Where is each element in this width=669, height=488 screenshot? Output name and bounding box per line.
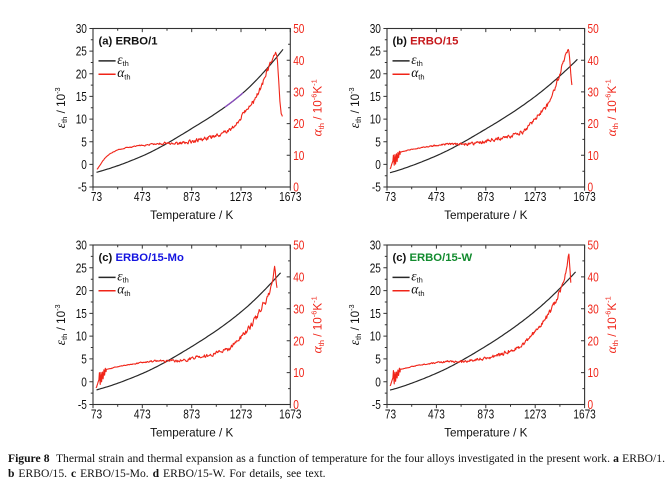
svg-text:30: 30 [76, 22, 87, 36]
svg-text:Temperature / K: Temperature / K [150, 209, 233, 222]
svg-text:-5: -5 [78, 181, 87, 195]
svg-text:873: 873 [183, 408, 200, 422]
svg-text:1673: 1673 [573, 408, 595, 422]
svg-text:5: 5 [375, 135, 381, 149]
svg-text:20: 20 [76, 67, 87, 81]
svg-text:εth / 10-3: εth / 10-3 [347, 87, 363, 128]
svg-text:20: 20 [293, 334, 304, 348]
svg-text:(c) ERBO/15-Mo: (c) ERBO/15-Mo [99, 252, 184, 264]
svg-text:25: 25 [370, 261, 381, 275]
svg-text:73: 73 [91, 408, 102, 422]
svg-text:-5: -5 [372, 398, 381, 412]
svg-text:873: 873 [477, 408, 494, 422]
svg-text:15: 15 [370, 90, 381, 104]
svg-text:1673: 1673 [279, 190, 301, 204]
svg-text:30: 30 [588, 86, 599, 100]
svg-text:10: 10 [588, 366, 599, 380]
svg-text:εth: εth [411, 268, 423, 284]
svg-text:0: 0 [81, 158, 87, 172]
svg-text:25: 25 [76, 45, 87, 59]
svg-text:(b) ERBO/15: (b) ERBO/15 [393, 35, 459, 47]
svg-text:αth / 10-6K-1: αth / 10-6K-1 [604, 79, 620, 136]
svg-text:1273: 1273 [230, 190, 252, 204]
svg-text:εth: εth [117, 268, 129, 284]
svg-text:0: 0 [293, 181, 299, 195]
svg-text:15: 15 [370, 307, 381, 321]
svg-text:εth / 10-3: εth / 10-3 [347, 304, 363, 345]
svg-text:αth / 10-6K-1: αth / 10-6K-1 [309, 296, 325, 353]
svg-text:Temperature / K: Temperature / K [444, 426, 527, 439]
svg-text:50: 50 [293, 22, 304, 36]
svg-text:473: 473 [134, 190, 151, 204]
svg-text:αth / 10-6K-1: αth / 10-6K-1 [309, 79, 325, 136]
svg-text:50: 50 [588, 239, 599, 253]
svg-text:25: 25 [76, 261, 87, 275]
svg-text:0: 0 [81, 375, 87, 389]
svg-text:0: 0 [588, 181, 594, 195]
svg-text:0: 0 [375, 375, 381, 389]
svg-text:10: 10 [76, 330, 87, 344]
svg-text:5: 5 [81, 353, 87, 367]
svg-text:-5: -5 [78, 398, 87, 412]
svg-text:30: 30 [588, 302, 599, 316]
svg-text:40: 40 [588, 54, 599, 68]
svg-text:30: 30 [370, 22, 381, 36]
svg-text:20: 20 [588, 334, 599, 348]
svg-text:15: 15 [76, 90, 87, 104]
svg-text:εth: εth [117, 52, 129, 68]
svg-text:1673: 1673 [573, 190, 595, 204]
svg-text:73: 73 [91, 190, 102, 204]
svg-text:20: 20 [588, 117, 599, 131]
svg-text:εth / 10-3: εth / 10-3 [53, 304, 69, 345]
svg-text:30: 30 [293, 86, 304, 100]
svg-text:473: 473 [134, 408, 151, 422]
svg-text:0: 0 [375, 158, 381, 172]
svg-text:20: 20 [370, 67, 381, 81]
svg-text:εth / 10-3: εth / 10-3 [53, 87, 69, 128]
svg-text:αth / 10-6K-1: αth / 10-6K-1 [604, 296, 620, 353]
svg-text:40: 40 [293, 54, 304, 68]
svg-text:-5: -5 [372, 181, 381, 195]
svg-text:873: 873 [477, 190, 494, 204]
svg-text:1673: 1673 [279, 408, 301, 422]
svg-text:Temperature / K: Temperature / K [444, 209, 527, 222]
svg-text:1273: 1273 [230, 408, 252, 422]
svg-text:5: 5 [81, 135, 87, 149]
svg-text:(c) ERBO/15-W: (c) ERBO/15-W [393, 252, 473, 264]
svg-text:20: 20 [76, 284, 87, 298]
svg-text:25: 25 [370, 45, 381, 59]
svg-text:30: 30 [370, 239, 381, 253]
svg-text:10: 10 [370, 330, 381, 344]
svg-text:30: 30 [293, 302, 304, 316]
svg-text:50: 50 [588, 22, 599, 36]
svg-text:73: 73 [385, 190, 396, 204]
svg-text:0: 0 [293, 398, 299, 412]
svg-text:20: 20 [370, 284, 381, 298]
svg-text:(a) ERBO/1: (a) ERBO/1 [99, 35, 158, 47]
svg-text:1273: 1273 [524, 408, 546, 422]
svg-text:10: 10 [293, 366, 304, 380]
svg-text:5: 5 [375, 353, 381, 367]
svg-text:0: 0 [588, 398, 594, 412]
svg-text:20: 20 [293, 117, 304, 131]
svg-text:473: 473 [428, 408, 445, 422]
svg-text:15: 15 [76, 307, 87, 321]
svg-text:73: 73 [385, 408, 396, 422]
svg-text:Temperature / K: Temperature / K [150, 426, 233, 439]
svg-text:10: 10 [370, 113, 381, 127]
svg-text:10: 10 [588, 149, 599, 163]
svg-text:873: 873 [183, 190, 200, 204]
svg-text:1273: 1273 [524, 190, 546, 204]
svg-text:30: 30 [76, 239, 87, 253]
svg-text:40: 40 [588, 271, 599, 285]
svg-text:10: 10 [293, 149, 304, 163]
svg-text:10: 10 [76, 113, 87, 127]
svg-text:40: 40 [293, 271, 304, 285]
svg-text:50: 50 [293, 239, 304, 253]
svg-text:εth: εth [411, 52, 423, 68]
svg-text:473: 473 [428, 190, 445, 204]
